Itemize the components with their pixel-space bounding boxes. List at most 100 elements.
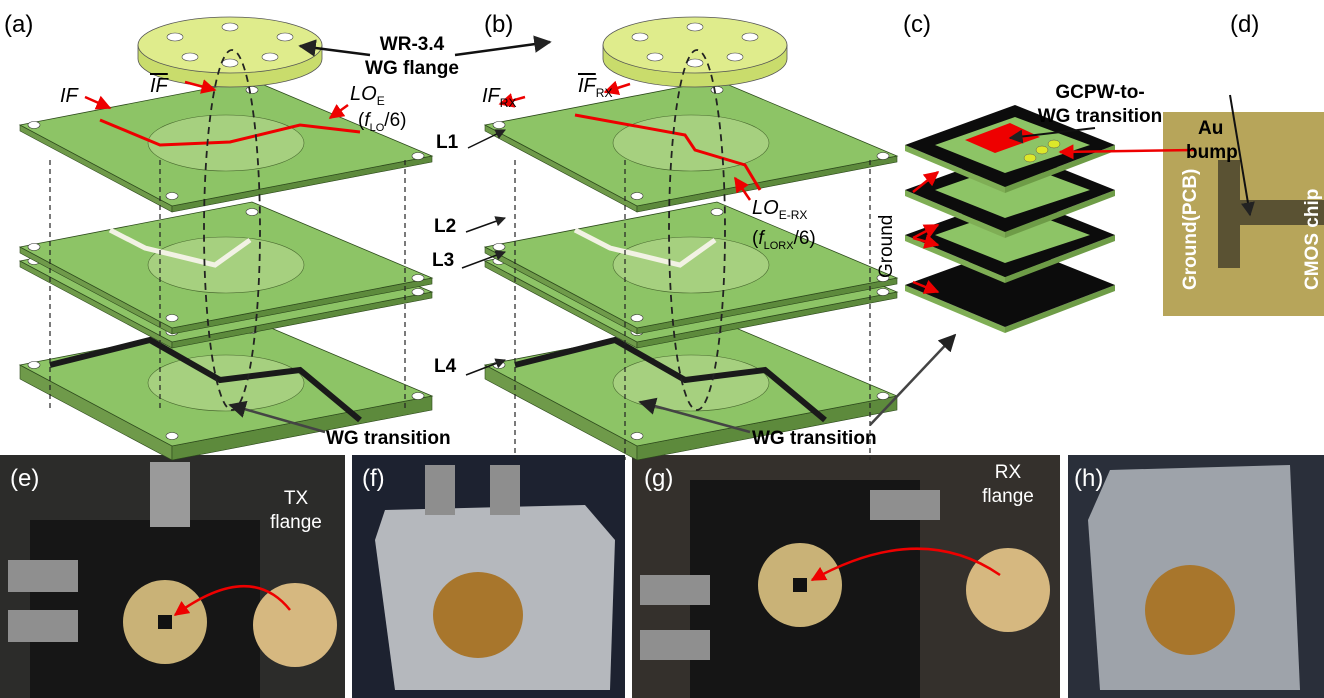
transition-label: WG transition bbox=[1038, 106, 1163, 127]
arrow bbox=[870, 335, 955, 425]
hole bbox=[246, 87, 258, 94]
lo-freq-sub: LORX bbox=[764, 240, 795, 252]
hole bbox=[28, 362, 40, 369]
panel-label: (f) bbox=[362, 465, 385, 492]
hole bbox=[28, 122, 40, 129]
flange-hole bbox=[182, 53, 198, 61]
rx-flange bbox=[966, 548, 1050, 632]
hole bbox=[28, 244, 40, 251]
bump-label: bump bbox=[1186, 142, 1238, 163]
hole bbox=[166, 433, 178, 440]
hole bbox=[631, 193, 643, 200]
hole bbox=[631, 433, 643, 440]
hole bbox=[412, 153, 424, 160]
hole bbox=[166, 315, 178, 322]
lo-freq-sub: LO bbox=[370, 122, 385, 134]
wg-circle bbox=[148, 237, 304, 293]
connector bbox=[150, 462, 190, 527]
wg-transition-label: WG transition bbox=[752, 428, 877, 449]
lo-label: LOE-RX bbox=[752, 197, 807, 222]
flange-hole bbox=[632, 33, 648, 41]
wg-circle bbox=[613, 237, 769, 293]
bump-label: Au bbox=[1198, 118, 1223, 139]
transition-label: GCPW-to- bbox=[1055, 82, 1144, 103]
panel-label: (g) bbox=[644, 465, 673, 492]
layer-label: L4 bbox=[434, 356, 457, 377]
flange-label: flange bbox=[270, 512, 322, 533]
if-bar-main: IF bbox=[578, 75, 598, 97]
flange-hole bbox=[687, 59, 703, 67]
if-bar-label: IFRX bbox=[578, 75, 612, 100]
flange-pad bbox=[1145, 565, 1235, 655]
leader bbox=[466, 218, 505, 232]
lo-freq-post: /6) bbox=[794, 228, 816, 249]
hole bbox=[166, 193, 178, 200]
lo-freq: (fLO/6) bbox=[358, 110, 406, 134]
connector bbox=[8, 610, 78, 642]
connector bbox=[8, 560, 78, 592]
lo-main: LO bbox=[752, 197, 779, 219]
au-bump bbox=[1048, 140, 1060, 148]
flange-hole bbox=[687, 23, 703, 31]
panel-label: (b) bbox=[484, 11, 513, 38]
if-label: IF bbox=[60, 85, 80, 107]
lo-main: LO bbox=[350, 83, 377, 105]
flange-hole bbox=[167, 33, 183, 41]
lo-sub: E-RX bbox=[779, 208, 808, 222]
tx-flange bbox=[253, 583, 337, 667]
panel-label: (c) bbox=[903, 11, 931, 38]
flange-hole bbox=[742, 33, 758, 41]
flange-label: WR-3.4 bbox=[380, 34, 445, 55]
connector bbox=[640, 630, 710, 660]
ground-label: Ground bbox=[876, 215, 897, 278]
panel-label: (d) bbox=[1230, 11, 1259, 38]
flange-hole bbox=[727, 53, 743, 61]
connector bbox=[490, 465, 520, 515]
au-bump bbox=[1036, 146, 1048, 154]
chip bbox=[793, 578, 807, 592]
wg-transition-label: WG transition bbox=[326, 428, 451, 449]
au-bump bbox=[1024, 154, 1036, 162]
hole bbox=[412, 275, 424, 282]
hole bbox=[631, 315, 643, 322]
arrow bbox=[455, 42, 550, 55]
if-bar-sub: RX bbox=[596, 86, 613, 100]
flange-hole bbox=[262, 53, 278, 61]
connector bbox=[425, 465, 455, 515]
if-bar-label: IF bbox=[150, 75, 170, 97]
layer-label: L1 bbox=[436, 132, 459, 153]
hole bbox=[493, 244, 505, 251]
hole bbox=[493, 122, 505, 129]
pointer bbox=[85, 97, 110, 108]
if-main: IF bbox=[482, 85, 502, 107]
hole bbox=[877, 393, 889, 400]
lo-label: LOE bbox=[350, 83, 385, 108]
flange-label: flange bbox=[982, 486, 1034, 507]
flange-label: WG flange bbox=[365, 58, 459, 79]
flange-hole bbox=[277, 33, 293, 41]
flange-label: RX bbox=[995, 462, 1022, 483]
panel-label: (a) bbox=[4, 11, 33, 38]
hole bbox=[412, 393, 424, 400]
connector bbox=[870, 490, 940, 520]
flange-label: TX bbox=[284, 488, 309, 509]
layer-label: L3 bbox=[432, 250, 454, 271]
lo-sub: E bbox=[377, 94, 385, 108]
panel-label: (e) bbox=[10, 465, 39, 492]
hole bbox=[877, 289, 889, 296]
hole bbox=[711, 87, 723, 94]
flange-hole bbox=[222, 59, 238, 67]
flange-hole bbox=[222, 23, 238, 31]
hole bbox=[412, 289, 424, 296]
lo-freq-post: /6) bbox=[384, 110, 406, 131]
figure: (a) (b) (c) (d) WR-3.4 WG flange IF IF L… bbox=[0, 0, 1324, 698]
chip bbox=[158, 615, 172, 629]
cmos-chip-label: CMOS chip bbox=[1302, 189, 1323, 290]
if-label: IFRX bbox=[482, 85, 516, 110]
pointer bbox=[330, 105, 348, 118]
if-sub: RX bbox=[500, 96, 517, 110]
hole bbox=[246, 209, 258, 216]
layer-label: L2 bbox=[434, 216, 456, 237]
connector bbox=[640, 575, 710, 605]
flange-pad bbox=[433, 572, 523, 658]
